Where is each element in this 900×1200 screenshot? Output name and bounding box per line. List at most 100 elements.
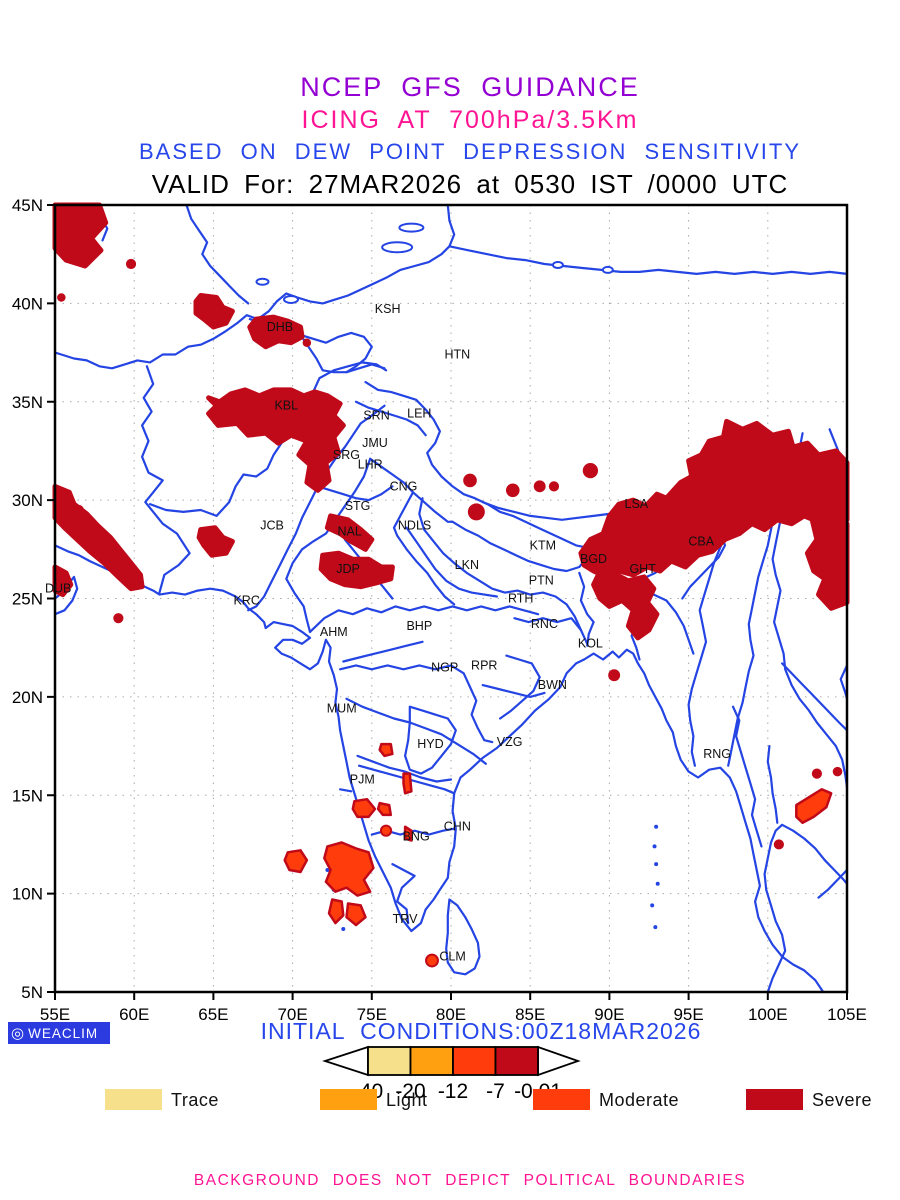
colorbar-box-moderate	[452, 1046, 497, 1076]
geo-line	[53, 203, 456, 370]
moderate-patch	[378, 742, 394, 758]
geo-line	[345, 697, 487, 765]
geo-line	[396, 534, 456, 606]
subtitle-method: BASED ON DEW POINT DEPRESSION SENSITIVIT…	[138, 139, 802, 164]
colorbar-box-light	[409, 1046, 454, 1076]
legend-label: Moderate	[599, 1090, 680, 1110]
city-label-LSA: LSA	[625, 497, 649, 511]
geo-line	[411, 491, 454, 523]
geo-line	[141, 365, 191, 594]
city-label-PTN: PTN	[529, 574, 554, 588]
moderate-patch	[379, 824, 393, 837]
axis-label-90E: 90E	[594, 1005, 624, 1024]
geo-line	[451, 520, 587, 573]
legend-swatch-moderate	[533, 1089, 590, 1110]
island-dot	[650, 903, 655, 908]
severe-patch	[52, 202, 109, 269]
legend-label: Trace	[171, 1090, 219, 1110]
city-label-STG: STG	[345, 499, 371, 513]
geo-line	[391, 862, 416, 925]
moderate-patch	[795, 788, 833, 825]
axis-label-100E: 100E	[748, 1005, 788, 1024]
moderate-patch	[376, 801, 393, 817]
city-label-LHR: LHR	[358, 458, 383, 472]
geo-line	[339, 664, 494, 744]
city-label-RNG: RNG	[703, 747, 731, 761]
severe-patch	[125, 258, 137, 270]
moderate-patch	[402, 772, 413, 795]
city-label-SRG: SRG	[333, 448, 360, 462]
geo-line	[404, 705, 457, 775]
geo-line	[369, 457, 415, 537]
city-label-MUM: MUM	[327, 702, 357, 716]
geo-line	[299, 333, 386, 374]
geo-line	[817, 868, 849, 899]
geo-line	[513, 617, 583, 632]
legend-row: Trace Light Moderate Severe	[0, 1087, 900, 1117]
colorbar-arrow-left	[322, 1045, 369, 1077]
city-label-KTM: KTM	[530, 538, 556, 552]
colorbar-box-trace	[367, 1046, 412, 1076]
geo-line	[247, 404, 386, 612]
colorbar-arrow-right	[537, 1045, 581, 1077]
colorbar-tick--20: -20	[395, 1080, 425, 1103]
axis-label-85E: 85E	[515, 1005, 545, 1024]
severe-patch	[196, 525, 235, 558]
severe-patch	[73, 504, 84, 516]
city-label-TRV: TRV	[393, 912, 418, 926]
lake	[255, 277, 270, 286]
colorbar-tick--12: -12	[438, 1080, 468, 1103]
severe-patch	[467, 503, 485, 521]
geo-line	[364, 381, 587, 549]
axis-label-75E: 75E	[357, 1005, 387, 1024]
city-label-BGD: BGD	[580, 552, 607, 566]
geo-line	[308, 605, 540, 634]
axis-label-25N: 25N	[12, 590, 43, 609]
lake	[381, 241, 414, 254]
severe-patch	[247, 314, 305, 350]
severe-patch	[57, 293, 66, 302]
island-dot	[341, 927, 346, 932]
severe-patch	[324, 513, 375, 552]
island-dot	[655, 881, 660, 886]
colorbar-tick--7: -7	[486, 1080, 505, 1103]
severe-patch	[505, 483, 520, 498]
island-dot	[654, 862, 659, 867]
subtitle-parameter: ICING AT 700hPa/3.5Km	[301, 106, 639, 134]
city-label-NGP: NGP	[431, 660, 458, 674]
city-label-GHT: GHT	[629, 562, 656, 576]
severe-patch	[193, 293, 235, 330]
city-label-CBA: CBA	[688, 534, 714, 548]
geo-line	[285, 457, 372, 634]
lake	[398, 222, 425, 233]
city-label-RNC: RNC	[531, 617, 558, 631]
severe-patch	[463, 473, 477, 488]
axis-label-55E: 55E	[40, 1005, 70, 1024]
geo-line	[354, 400, 427, 437]
city-label-CLM: CLM	[439, 950, 465, 964]
city-label-CNG: CNG	[390, 479, 418, 493]
city-label-SRN: SRN	[363, 408, 389, 422]
city-label-VZG: VZG	[497, 735, 523, 749]
severe-patch	[113, 613, 124, 624]
city-label-NAL: NAL	[337, 525, 361, 539]
geo-line	[316, 485, 394, 502]
city-label-DUB: DUB	[45, 582, 71, 596]
city-label-NDLS: NDLS	[398, 519, 431, 533]
bullseye-icon: ◎	[11, 1024, 25, 1042]
axis-label-70E: 70E	[277, 1005, 307, 1024]
severe-patch	[206, 387, 346, 493]
city-label-HTN: HTN	[444, 347, 470, 361]
city-label-KSH: KSH	[375, 302, 401, 316]
geo-line	[445, 898, 481, 976]
axis-label-30N: 30N	[12, 491, 43, 510]
legend-swatch-light	[320, 1089, 377, 1110]
island-dot	[652, 844, 657, 849]
axis-label-80E: 80E	[436, 1005, 466, 1024]
city-label-DHB: DHB	[267, 320, 293, 334]
city-label-CHN: CHN	[444, 820, 471, 834]
axis-label-40N: 40N	[12, 294, 43, 313]
severe-patch	[591, 570, 660, 641]
geo-line	[731, 705, 763, 848]
